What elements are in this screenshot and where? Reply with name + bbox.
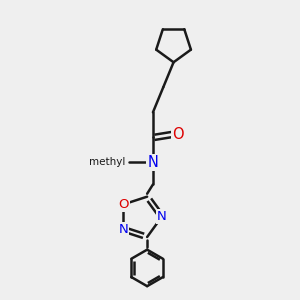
Text: N: N	[118, 223, 128, 236]
Text: N: N	[157, 210, 167, 223]
Text: N: N	[148, 155, 158, 170]
Text: O: O	[118, 198, 129, 211]
Text: methyl: methyl	[88, 158, 125, 167]
Text: O: O	[172, 127, 184, 142]
